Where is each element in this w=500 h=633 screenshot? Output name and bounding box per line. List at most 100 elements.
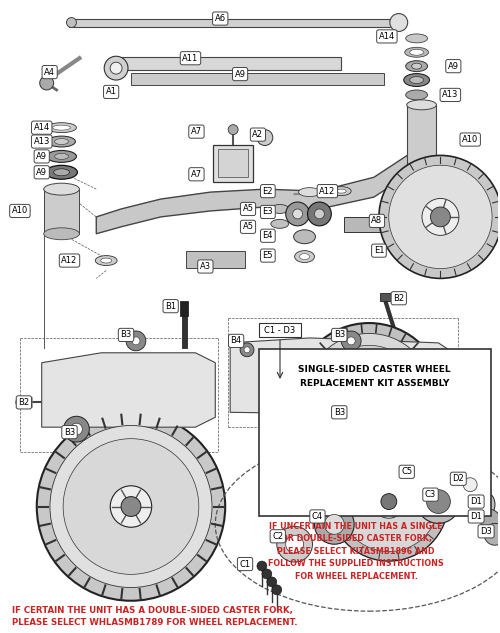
Text: B3: B3 [120, 330, 132, 339]
Circle shape [292, 209, 302, 219]
Polygon shape [131, 73, 384, 85]
Text: A9: A9 [448, 61, 459, 71]
Text: C3: C3 [425, 490, 436, 499]
Text: A10: A10 [12, 206, 28, 215]
Text: A7: A7 [191, 127, 202, 136]
Text: E4: E4 [262, 231, 273, 241]
Circle shape [347, 408, 355, 417]
Ellipse shape [52, 125, 70, 130]
Text: A13: A13 [442, 91, 458, 99]
Circle shape [132, 337, 140, 345]
Ellipse shape [54, 169, 70, 176]
Circle shape [50, 425, 212, 587]
Text: B2: B2 [393, 294, 404, 303]
Circle shape [454, 469, 486, 501]
Circle shape [314, 209, 324, 219]
Circle shape [104, 56, 128, 80]
Text: A10: A10 [462, 135, 478, 144]
Circle shape [341, 403, 361, 422]
Ellipse shape [100, 258, 112, 263]
Circle shape [66, 18, 76, 27]
Circle shape [286, 536, 304, 553]
Text: A9: A9 [36, 168, 47, 177]
Text: B1: B1 [165, 302, 176, 311]
Ellipse shape [46, 123, 76, 132]
Circle shape [267, 577, 277, 587]
Ellipse shape [298, 187, 320, 197]
Circle shape [324, 515, 344, 534]
Text: D1: D1 [470, 497, 482, 506]
Circle shape [379, 156, 500, 279]
Circle shape [381, 494, 397, 510]
Circle shape [372, 485, 406, 518]
Circle shape [257, 130, 273, 146]
Circle shape [228, 125, 238, 135]
Text: IF CERTAIN THE UNIT HAS A DOUBLE-SIDED CASTER FORK,
PLEASE SELECT WHLASMB1789 FO: IF CERTAIN THE UNIT HAS A DOUBLE-SIDED C… [12, 606, 298, 627]
Ellipse shape [46, 165, 78, 179]
Ellipse shape [404, 73, 429, 87]
Text: A3: A3 [200, 262, 211, 271]
Bar [182, 316, 186, 348]
Circle shape [40, 76, 54, 90]
Ellipse shape [336, 189, 346, 193]
Text: E3: E3 [262, 208, 273, 216]
Circle shape [347, 337, 355, 345]
Polygon shape [96, 154, 408, 234]
Text: A8: A8 [372, 216, 382, 225]
Circle shape [308, 202, 332, 226]
Text: A7: A7 [191, 170, 202, 179]
Ellipse shape [410, 77, 424, 84]
Text: A4: A4 [44, 68, 55, 77]
Circle shape [402, 461, 434, 492]
Bar [44, 189, 80, 234]
Circle shape [244, 347, 250, 353]
Ellipse shape [44, 228, 80, 240]
Bar [380, 293, 392, 301]
Ellipse shape [48, 136, 76, 147]
Text: B4: B4 [230, 336, 241, 346]
Text: SINGLE-SIDED CASTER WHEEL: SINGLE-SIDED CASTER WHEEL [298, 365, 451, 374]
Circle shape [277, 527, 312, 562]
Bar [344, 217, 382, 232]
Text: REPLACEMENT KIT ASSEMBLY: REPLACEMENT KIT ASSEMBLY [300, 379, 450, 388]
Circle shape [389, 165, 492, 268]
Circle shape [416, 480, 461, 523]
Circle shape [317, 346, 421, 449]
Ellipse shape [406, 100, 436, 110]
Circle shape [484, 523, 500, 545]
Circle shape [70, 423, 83, 435]
Ellipse shape [271, 220, 288, 229]
Text: A9: A9 [36, 152, 47, 161]
Text: C1 - D3: C1 - D3 [264, 326, 296, 335]
Circle shape [422, 199, 459, 235]
Text: A12: A12 [319, 187, 336, 196]
Text: A5: A5 [242, 204, 254, 213]
Text: A11: A11 [182, 54, 198, 63]
Bar [186, 251, 245, 268]
Text: E5: E5 [262, 251, 273, 260]
Circle shape [361, 389, 377, 405]
Bar [214, 144, 253, 182]
Text: IF UNCERTAIN THE UNIT HAS A SINGLE
OR DOUBLE-SIDED CASTER FORK,
PLEASE SELECT KI: IF UNCERTAIN THE UNIT HAS A SINGLE OR DO… [268, 522, 444, 580]
Ellipse shape [481, 494, 495, 515]
Circle shape [341, 331, 361, 351]
Text: A13: A13 [34, 137, 50, 146]
Ellipse shape [294, 230, 316, 244]
Text: E2: E2 [262, 187, 273, 196]
Ellipse shape [96, 256, 117, 265]
Ellipse shape [406, 61, 427, 72]
Ellipse shape [404, 47, 428, 57]
Text: A6: A6 [214, 14, 226, 23]
Circle shape [305, 334, 433, 461]
Circle shape [240, 343, 254, 357]
Circle shape [121, 497, 141, 517]
Circle shape [339, 451, 439, 551]
Circle shape [480, 510, 500, 529]
Text: C4: C4 [312, 512, 323, 521]
Text: D2: D2 [452, 474, 464, 483]
Circle shape [16, 396, 28, 408]
Text: C1: C1 [240, 560, 250, 568]
Ellipse shape [44, 183, 80, 195]
Circle shape [262, 569, 272, 579]
Circle shape [126, 331, 146, 351]
